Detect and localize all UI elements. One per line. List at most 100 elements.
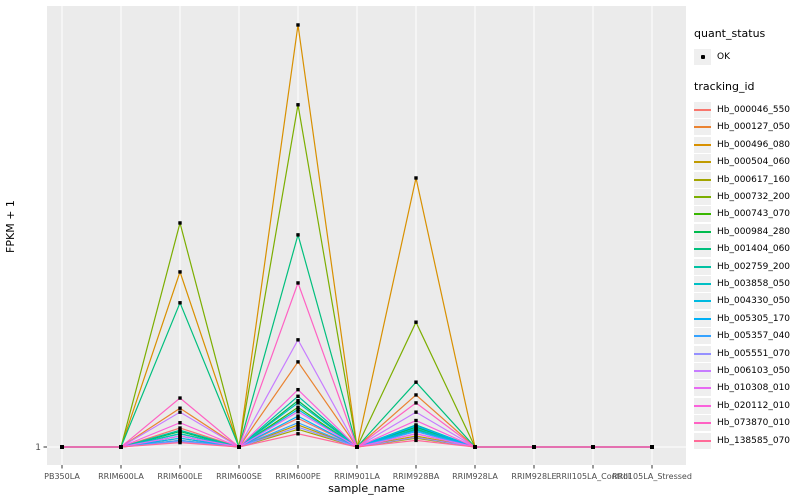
data-point bbox=[414, 393, 418, 397]
data-point bbox=[296, 401, 300, 405]
data-point bbox=[296, 421, 300, 425]
data-point bbox=[296, 410, 300, 414]
legend-tracking-items: Hb_000046_550 Hb_000127_050 Hb_000496_080 H… bbox=[694, 101, 800, 449]
black-point-icon bbox=[700, 54, 705, 59]
data-point bbox=[296, 423, 300, 427]
data-point bbox=[178, 426, 182, 430]
series-swatch-line-icon bbox=[694, 109, 711, 112]
data-point bbox=[650, 445, 654, 449]
legend-item: Hb_001404_060 bbox=[694, 241, 800, 258]
series-swatch-line-icon bbox=[694, 213, 711, 216]
data-point bbox=[178, 434, 182, 438]
legend-item-label: Hb_000743_070 bbox=[717, 209, 791, 220]
series-color-key bbox=[694, 275, 711, 292]
data-point bbox=[178, 421, 182, 425]
legend-item: Hb_073870_010 bbox=[694, 414, 800, 432]
x-tick-label: RRIM600LA bbox=[98, 472, 144, 481]
legend: quant_status OK tracking_id Hb_000046_55… bbox=[694, 26, 800, 449]
data-point bbox=[296, 23, 300, 27]
series-swatch-line-icon bbox=[694, 404, 711, 407]
legend-item-label: Hb_073870_010 bbox=[717, 418, 791, 429]
series-swatch-line-icon bbox=[694, 126, 711, 129]
series-color-key bbox=[694, 345, 711, 362]
legend-item-label: Hb_006103_050 bbox=[717, 365, 791, 376]
data-point bbox=[414, 424, 418, 428]
legend-item: Hb_000504_060 bbox=[694, 154, 800, 171]
y-axis-title: FPKM + 1 bbox=[4, 200, 17, 253]
legend-item-label: Hb_004330_050 bbox=[717, 296, 791, 307]
legend-item: Hb_000496_080 bbox=[694, 136, 800, 153]
legend-item-label: Hb_020112_010 bbox=[717, 400, 791, 411]
x-tick-label: RRIM928LA bbox=[452, 472, 498, 481]
series-color-key bbox=[694, 223, 711, 240]
series-swatch-line-icon bbox=[694, 282, 711, 285]
series-color-key bbox=[694, 328, 711, 345]
legend-item-label: Hb_001404_060 bbox=[717, 244, 791, 255]
x-tick-label: RRIM600PE bbox=[275, 472, 321, 481]
series-swatch-line-icon bbox=[694, 143, 711, 146]
data-point bbox=[237, 445, 241, 449]
data-point bbox=[178, 221, 182, 225]
series-swatch-line-icon bbox=[694, 422, 711, 425]
data-point bbox=[296, 398, 300, 403]
series-swatch-line-icon bbox=[694, 196, 711, 199]
data-point bbox=[178, 410, 182, 414]
data-point bbox=[414, 380, 418, 384]
data-point bbox=[414, 429, 418, 434]
legend-item: Hb_000127_050 bbox=[694, 119, 800, 136]
legend-item-label: Hb_138585_070 bbox=[717, 435, 791, 446]
data-point bbox=[178, 436, 182, 440]
x-tick-label: RRIM901LA bbox=[334, 472, 380, 481]
data-point bbox=[296, 103, 300, 107]
series-color-key bbox=[694, 415, 711, 432]
legend-item-label: Hb_000496_080 bbox=[717, 139, 791, 150]
legend-item: Hb_005357_040 bbox=[694, 327, 800, 345]
series-swatch-line-icon bbox=[694, 265, 711, 268]
legend-item: Hb_003858_050 bbox=[694, 275, 800, 292]
legend-title-quant-status: quant_status bbox=[694, 27, 766, 40]
legend-item-label: Hb_000732_200 bbox=[717, 192, 791, 203]
data-point bbox=[178, 301, 182, 305]
data-point bbox=[60, 445, 64, 449]
data-point bbox=[119, 445, 123, 449]
data-point bbox=[296, 407, 300, 412]
legend-item: Hb_006103_050 bbox=[694, 362, 800, 379]
series-swatch-line-icon bbox=[694, 161, 711, 164]
series-color-key bbox=[694, 397, 711, 414]
legend-item: Hb_020112_010 bbox=[694, 397, 800, 414]
data-point bbox=[414, 435, 418, 439]
data-point bbox=[178, 440, 182, 445]
legend-item: Hb_000743_070 bbox=[694, 206, 800, 223]
data-point bbox=[178, 270, 182, 274]
data-point bbox=[532, 445, 536, 449]
data-point bbox=[414, 176, 418, 180]
data-point bbox=[296, 281, 300, 285]
plot-panel bbox=[47, 6, 686, 465]
series-color-key bbox=[694, 293, 711, 310]
series-swatch-line-icon bbox=[694, 230, 711, 233]
data-point bbox=[414, 418, 418, 423]
data-point bbox=[591, 445, 595, 449]
data-point bbox=[296, 360, 300, 364]
legend-item-label: Hb_000504_060 bbox=[717, 157, 791, 168]
data-point bbox=[414, 438, 418, 443]
ok-point-key bbox=[694, 48, 711, 65]
series-swatch-line-icon bbox=[694, 335, 711, 338]
series-color-key bbox=[694, 136, 711, 153]
series-swatch-line-icon bbox=[694, 439, 711, 442]
legend-item-label: Hb_000046_550 bbox=[717, 105, 791, 116]
legend-item: Hb_000046_550 bbox=[694, 101, 800, 119]
legend-item: Hb_000984_280 bbox=[694, 223, 800, 240]
x-tick-label: RRII105LA_Control bbox=[556, 472, 630, 481]
x-tick-label: RRIM928LE bbox=[511, 472, 556, 481]
series-color-key bbox=[694, 241, 711, 258]
series-swatch-line-icon bbox=[694, 352, 711, 355]
legend-item-label: Hb_000127_050 bbox=[717, 122, 791, 133]
legend-item-ok: OK bbox=[694, 48, 800, 65]
series-color-key bbox=[694, 119, 711, 136]
legend-item: Hb_002759_200 bbox=[694, 258, 800, 275]
series-color-key bbox=[694, 102, 711, 119]
data-point bbox=[296, 338, 300, 342]
